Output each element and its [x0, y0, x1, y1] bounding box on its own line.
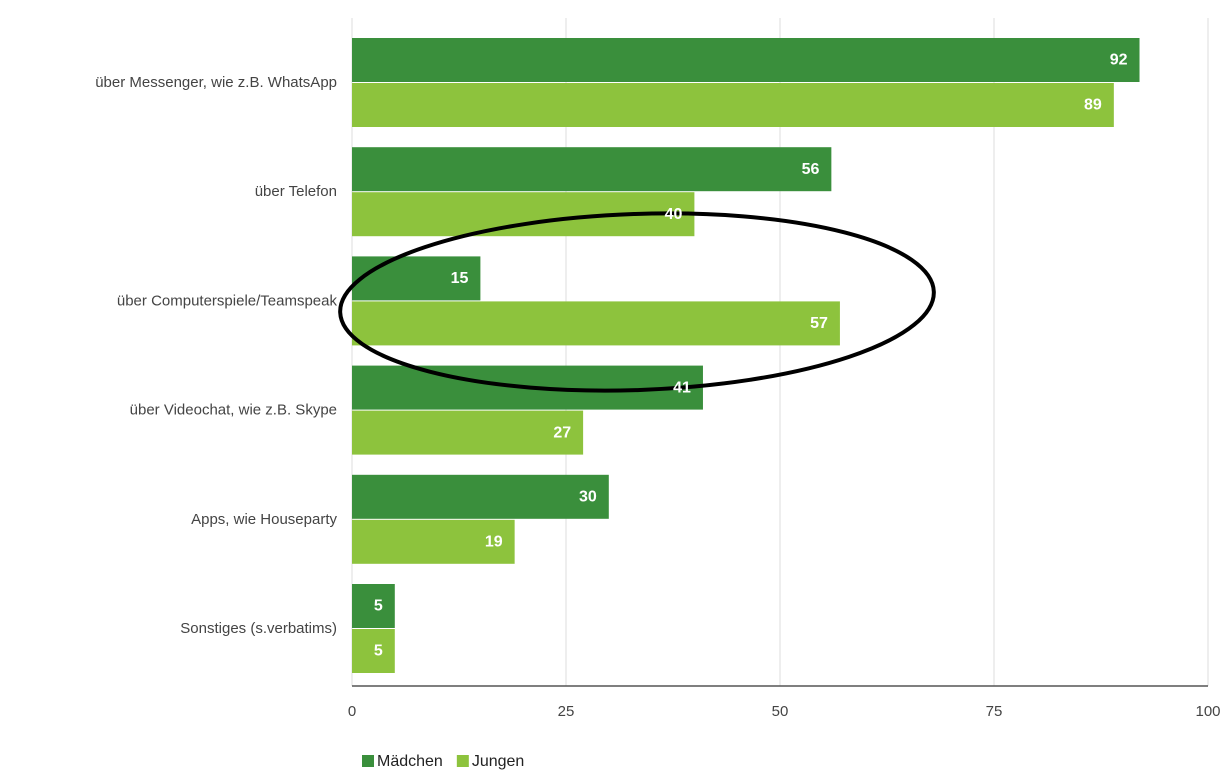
category-label: Apps, wie Houseparty — [191, 511, 337, 528]
x-tick-label: 50 — [772, 703, 789, 720]
value-label: 27 — [553, 424, 571, 441]
legend-swatch — [362, 755, 374, 767]
value-label: 30 — [579, 489, 597, 506]
legend-label: Mädchen — [377, 753, 443, 770]
bar — [352, 410, 584, 455]
value-label: 89 — [1084, 97, 1102, 114]
value-label: 56 — [802, 161, 820, 178]
x-tick-label: 0 — [348, 703, 356, 720]
value-label: 5 — [374, 643, 383, 660]
category-label: über Videochat, wie z.B. Skype — [130, 402, 337, 419]
bar — [352, 301, 840, 346]
bar — [352, 83, 1114, 127]
value-label: 15 — [451, 270, 469, 287]
x-tick-label: 100 — [1195, 703, 1220, 720]
legend-swatch — [456, 755, 469, 767]
value-label: 57 — [810, 315, 828, 332]
plot — [351, 18, 1209, 686]
category-label: Sonstiges (s.verbatims) — [180, 620, 337, 637]
bar — [352, 38, 1140, 82]
bar — [352, 147, 832, 192]
value-label: 41 — [673, 379, 691, 396]
category-label: über Computerspiele/Teamspeak — [117, 292, 338, 309]
highlight-ellipse — [338, 211, 936, 393]
value-label: 5 — [374, 598, 383, 615]
category-label: über Telefon — [255, 183, 337, 200]
bar — [352, 629, 395, 673]
category-label: über Messenger, wie z.B. WhatsApp — [95, 74, 337, 91]
legend-label: Jungen — [472, 753, 525, 770]
bar — [352, 584, 395, 628]
value-label: 92 — [1110, 52, 1128, 69]
bar — [352, 519, 515, 564]
bar — [352, 474, 609, 519]
x-tick-label: 75 — [986, 703, 1003, 720]
value-label: 40 — [665, 206, 683, 223]
bar — [352, 256, 481, 301]
value-label: 19 — [485, 534, 503, 551]
x-tick-label: 25 — [558, 703, 575, 720]
